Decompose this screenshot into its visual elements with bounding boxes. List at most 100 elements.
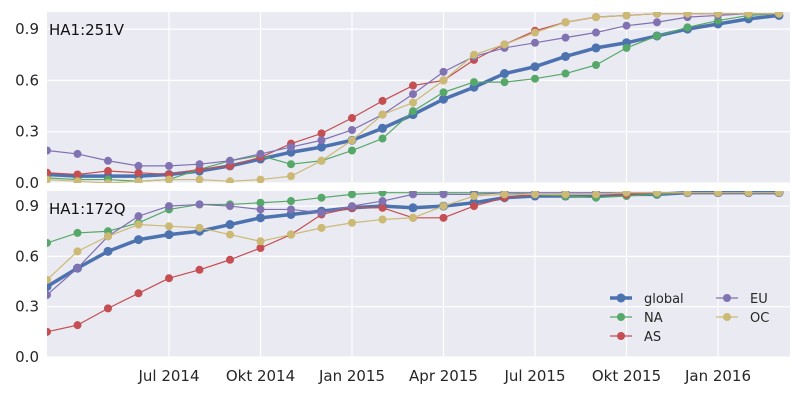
data-point-eu [439,67,448,76]
data-point-oc [378,215,387,224]
data-point-eu [134,161,143,170]
data-point-oc [47,275,51,284]
data-point-oc [561,191,570,199]
data-point-eu [47,290,51,299]
legend-label-as: AS [644,330,661,345]
data-point-global [256,213,265,223]
data-point-global [439,94,448,104]
y-tick-label: 0.3 [15,123,39,141]
legend-label-global: global [644,292,684,307]
legend: global NA AS EU OC [610,292,769,345]
data-point-eu [104,156,112,165]
data-point-as [73,321,82,330]
data-point-eu [348,125,356,134]
x-tick-label: Okt 2014 [226,367,295,385]
data-point-eu [73,264,82,273]
data-point-oc [317,156,326,165]
data-point-oc [195,175,204,183]
legend-marker-na [617,313,625,321]
data-point-global [164,230,174,240]
series-group [47,12,784,183]
y-tick-label: 0.0 [15,174,39,192]
data-point-eu [195,160,204,169]
data-point-eu [409,191,417,199]
y-tick-label: 0.9 [15,20,39,38]
data-point-oc [744,191,753,197]
data-point-global [530,62,540,72]
data-point-oc [165,175,173,183]
data-point-global [591,43,601,53]
data-point-eu [592,28,600,37]
data-point-as [317,129,326,138]
data-point-na [47,238,51,247]
data-point-na [653,31,661,40]
legend-label-oc: OC [750,311,769,326]
data-point-oc [439,202,448,211]
data-point-global [47,282,52,292]
x-tick-label: Okt 2015 [592,367,661,385]
x-tick-label: Jan 2015 [318,367,385,385]
y-tick-label: 0.3 [15,298,39,316]
data-point-oc [775,191,783,197]
data-point-as [195,265,204,274]
data-point-na [378,191,387,197]
data-point-oc [226,230,234,239]
data-point-na [592,61,600,70]
data-point-as [378,203,387,212]
data-point-oc [531,191,539,199]
data-point-as [73,170,82,179]
data-point-oc [47,175,51,183]
data-point-oc [104,232,112,241]
data-point-as [226,255,234,264]
data-point-eu [317,208,326,217]
data-point-eu [256,149,265,158]
data-point-global [134,235,143,245]
panel-top-chart: 0.0 0.3 0.6 0.9 HA1:251V [15,12,790,192]
data-point-na [470,78,478,87]
data-point-eu [73,149,82,158]
panel-title: HA1:172Q [49,200,126,218]
data-point-na [317,193,326,202]
data-point-eu [317,136,326,145]
data-point-global [500,69,509,79]
data-point-eu [195,200,204,209]
data-point-as [134,168,143,177]
data-point-oc [73,177,82,183]
plot-area [47,191,790,357]
data-point-oc [348,136,356,145]
data-point-eu [256,205,265,214]
data-point-oc [561,18,570,27]
data-point-eu [622,21,631,30]
data-point-as [134,289,143,298]
data-point-global [225,220,235,230]
data-point-oc [256,237,265,246]
data-point-global [317,142,326,152]
x-tick-label: Jan 2016 [684,367,751,385]
data-point-global [378,123,387,133]
legend-marker-eu [723,294,731,302]
data-point-as [104,167,112,176]
legend-marker-oc [723,313,731,321]
data-point-eu [561,33,570,42]
data-point-as [439,213,448,222]
x-axis: Jul 2014 Okt 2014 Jan 2015 Apr 2015 Jul 2015… [137,367,751,385]
data-point-eu [348,202,356,211]
series-group [47,191,784,336]
data-point-oc [134,220,143,229]
x-tick-label: Jul 2014 [137,367,199,385]
data-point-na [348,146,356,155]
data-point-as [256,244,265,253]
data-point-na [561,69,570,78]
data-point-oc [622,12,631,20]
data-point-oc [195,223,204,232]
data-point-oc [409,98,417,107]
data-point-oc [592,13,600,22]
data-point-as [409,81,417,90]
data-point-eu [47,146,51,155]
y-tick-label: 0.9 [15,197,39,215]
plot-area [47,12,790,183]
data-point-as [378,96,387,105]
data-point-na [439,88,448,97]
data-point-eu [653,18,661,27]
